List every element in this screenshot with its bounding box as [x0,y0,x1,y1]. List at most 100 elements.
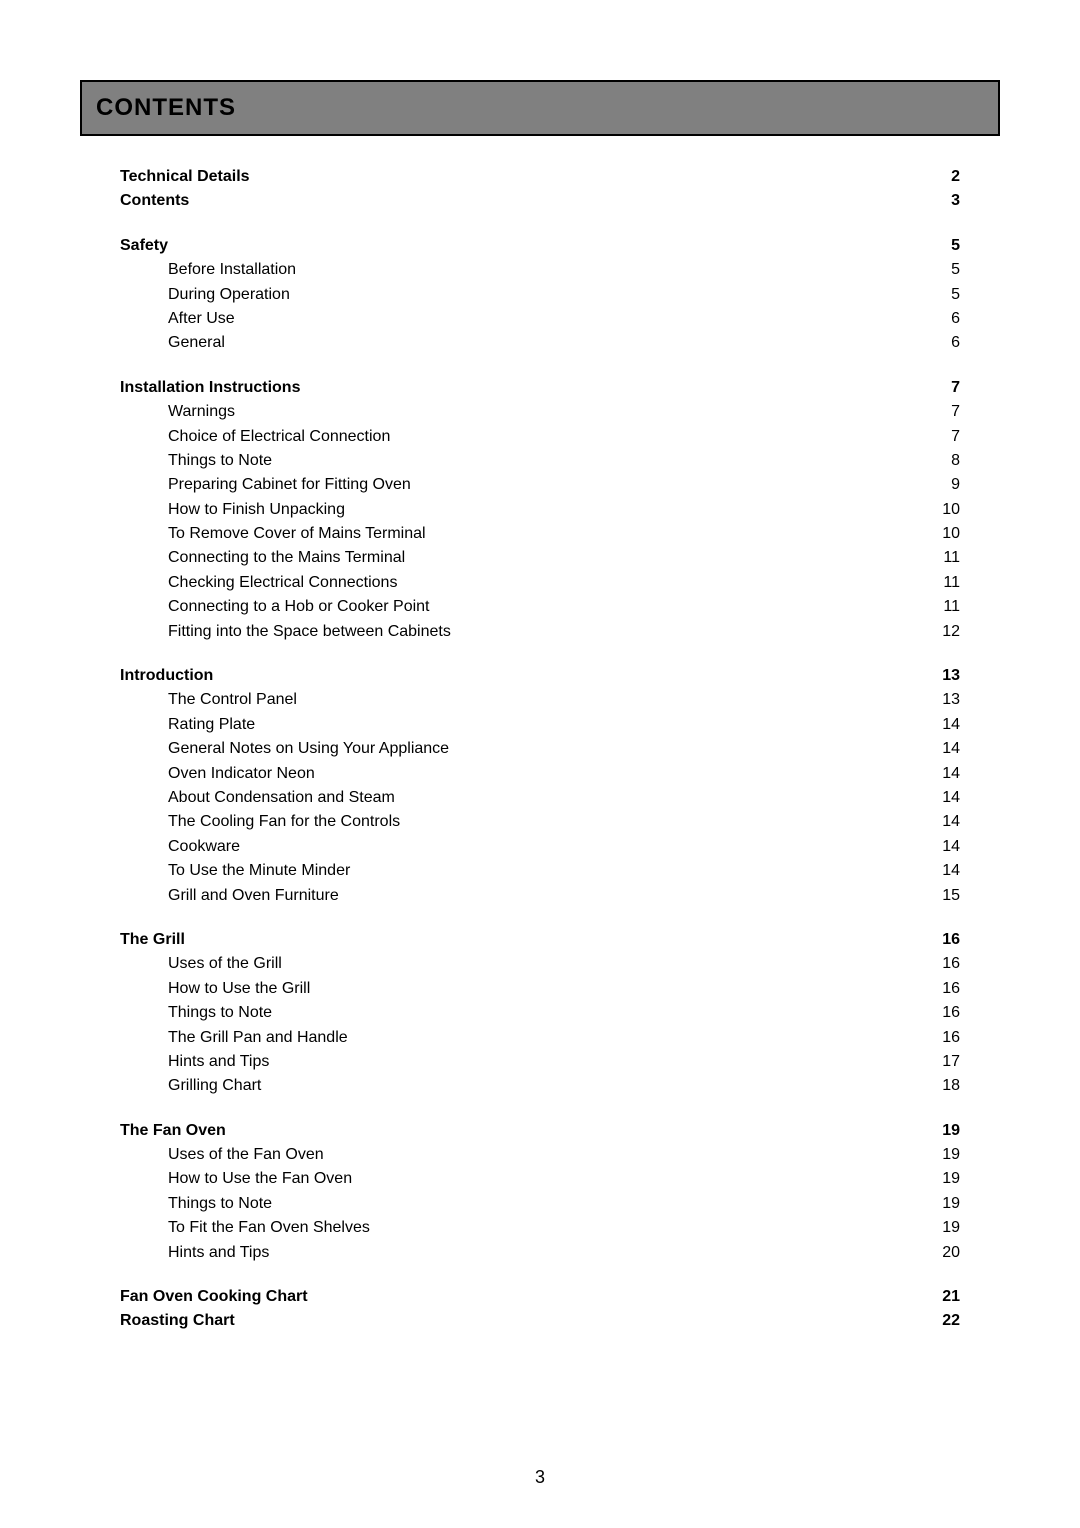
toc-entry-label: Before Installation [168,259,296,281]
toc-entry: To Remove Cover of Mains Terminal10 [120,523,960,545]
toc-entry-label: Things to Note [168,1193,272,1215]
toc-entry: Uses of the Grill 16 [120,953,960,975]
toc-entry-page: 13 [936,689,960,711]
toc-entry-page: 21 [936,1286,960,1308]
toc-entry-label: Installation Instructions [120,377,300,399]
toc-entry-page: 7 [936,377,960,399]
toc-entry: Fan Oven Cooking Chart21 [120,1286,960,1308]
toc-entry-label: How to Use the Grill [168,978,310,1000]
toc-entry-label: Grilling Chart [168,1075,261,1097]
toc-entry: How to Finish Unpacking 10 [120,499,960,521]
toc-entry-page: 3 [936,190,960,212]
toc-entry-label: The Fan Oven [120,1120,226,1142]
toc-entry-page: 18 [936,1075,960,1097]
toc-section: Fan Oven Cooking Chart21Roasting Chart 22 [120,1286,960,1333]
toc-entry-label: Rating Plate [168,714,255,736]
toc-entry-page: 13 [936,665,960,687]
toc-entry-label: Roasting Chart [120,1310,235,1332]
toc-entry-label: How to Finish Unpacking [168,499,345,521]
toc-entry-label: Choice of Electrical Connection [168,426,390,448]
toc-entry-page: 22 [936,1310,960,1332]
toc-entry-page: 16 [936,1002,960,1024]
toc-entry: Safety5 [120,235,960,257]
toc-entry: Grilling Chart 18 [120,1075,960,1097]
contents-heading: CONTENTS [96,94,236,121]
toc-entry-page: 16 [936,978,960,1000]
toc-entry-page: 16 [936,1027,960,1049]
toc-entry: Cookware 14 [120,836,960,858]
toc-entry-label: Hints and Tips [168,1051,269,1073]
toc-entry-label: Connecting to the Mains Terminal [168,547,405,569]
toc-entry-label: How to Use the Fan Oven [168,1168,352,1190]
toc-entry-page: 14 [936,714,960,736]
page-number: 3 [0,1467,1080,1488]
toc-entry-page: 14 [936,787,960,809]
toc-entry-page: 19 [936,1168,960,1190]
toc-entry-label: Uses of the Grill [168,953,282,975]
toc-entry: Roasting Chart 22 [120,1310,960,1332]
toc-entry-page: 19 [936,1144,960,1166]
toc-entry: Rating Plate 14 [120,714,960,736]
toc-entry: Hints and Tips17 [120,1051,960,1073]
toc-entry-label: After Use [168,308,235,330]
toc-entry-label: Checking Electrical Connections [168,572,397,594]
toc-entry-page: 16 [936,953,960,975]
toc-entry-label: The Cooling Fan for the Controls [168,811,400,833]
toc-section: The Fan Oven19Uses of the Fan Oven19How … [120,1120,960,1264]
toc-entry: How to Use the Fan Oven 19 [120,1168,960,1190]
toc-entry: About Condensation and Steam14 [120,787,960,809]
toc-entry-label: Cookware [168,836,240,858]
toc-entry: Things to Note8 [120,450,960,472]
toc-entry-label: To Remove Cover of Mains Terminal [168,523,426,545]
toc-entry-page: 11 [936,572,960,594]
toc-entry-label: Uses of the Fan Oven [168,1144,324,1166]
toc-entry-page: 9 [936,474,960,496]
toc-entry: To Fit the Fan Oven Shelves 19 [120,1217,960,1239]
toc-entry-page: 16 [936,929,960,951]
toc-entry-page: 12 [936,621,960,643]
document-page: CONTENTS Technical Details2Contents3Safe… [0,0,1080,1528]
toc-entry: The Fan Oven 19 [120,1120,960,1142]
toc-entry-page: 6 [936,332,960,354]
toc-entry: The Cooling Fan for the Controls14 [120,811,960,833]
toc-entry-page: 14 [936,738,960,760]
toc-entry-page: 14 [936,836,960,858]
toc-entry: Uses of the Fan Oven 19 [120,1144,960,1166]
toc-entry-label: Connecting to a Hob or Cooker Point [168,596,429,618]
toc-entry: Connecting to the Mains Terminal 11 [120,547,960,569]
toc-entry: Things to Note 16 [120,1002,960,1024]
toc-entry-page: 19 [936,1120,960,1142]
toc-entry-page: 2 [936,166,960,188]
toc-entry-label: To Use the Minute Minder [168,860,350,882]
toc-section: Technical Details2Contents3 [120,166,960,213]
toc-entry-label: General [168,332,225,354]
toc-entry-label: Technical Details [120,166,250,188]
table-of-contents: Technical Details2Contents3Safety5Before… [80,166,1000,1333]
toc-entry-page: 5 [936,284,960,306]
toc-entry-page: 10 [936,499,960,521]
toc-entry-page: 6 [936,308,960,330]
toc-entry: Installation Instructions 7 [120,377,960,399]
toc-section: Safety5Before Installation5During Operat… [120,235,960,355]
toc-entry-page: 5 [936,235,960,257]
toc-entry-label: Grill and Oven Furniture [168,885,339,907]
toc-entry-page: 19 [936,1217,960,1239]
toc-entry-label: Oven Indicator Neon [168,763,315,785]
toc-entry: Connecting to a Hob or Cooker Point11 [120,596,960,618]
toc-entry: The Grill Pan and Handle16 [120,1027,960,1049]
toc-entry: The Control Panel13 [120,689,960,711]
toc-entry: General 6 [120,332,960,354]
toc-entry-page: 11 [936,547,960,569]
toc-entry-page: 15 [936,885,960,907]
toc-entry: Grill and Oven Furniture 15 [120,885,960,907]
contents-title-bar: CONTENTS [80,80,1000,136]
toc-entry-label: Things to Note [168,1002,272,1024]
toc-entry-label: To Fit the Fan Oven Shelves [168,1217,370,1239]
toc-entry: Checking Electrical Connections 11 [120,572,960,594]
toc-entry-page: 14 [936,763,960,785]
toc-section: Introduction13The Control Panel13 Rating … [120,665,960,907]
toc-entry: Fitting into the Space between Cabinets1… [120,621,960,643]
toc-entry: Introduction13 [120,665,960,687]
toc-entry-page: 7 [936,401,960,423]
toc-section: The Grill16Uses of the Grill16How to Use… [120,929,960,1098]
